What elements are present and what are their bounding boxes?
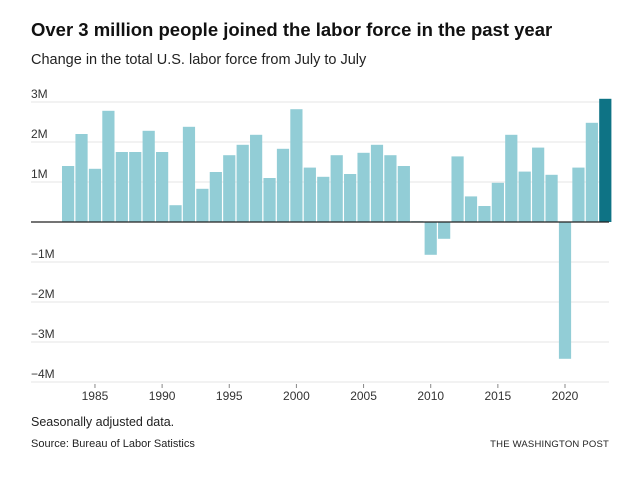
y-tick-label: −1M bbox=[31, 247, 55, 261]
y-axis-labels: 3M 2M 1M −1M −2M −3M −4M bbox=[31, 87, 55, 381]
bar-2008 bbox=[397, 166, 410, 222]
bar-1997 bbox=[250, 134, 263, 222]
x-tick-label: 2010 bbox=[417, 389, 444, 403]
gridlines bbox=[31, 101, 609, 383]
bar-1983 bbox=[62, 166, 75, 222]
bar-2001 bbox=[303, 167, 316, 222]
y-tick-label: −3M bbox=[31, 327, 55, 341]
bar-1990 bbox=[156, 152, 169, 222]
bar-1996 bbox=[236, 144, 249, 222]
y-tick-label: −4M bbox=[31, 367, 55, 381]
footnote: Seasonally adjusted data. bbox=[31, 415, 175, 429]
bar-1999 bbox=[276, 148, 290, 222]
bar-2002 bbox=[317, 176, 330, 222]
bar-2019 bbox=[545, 174, 558, 222]
bar-2003 bbox=[330, 155, 343, 222]
x-tick-label: 2005 bbox=[350, 389, 377, 403]
bar-2006 bbox=[370, 144, 384, 222]
x-tick-label: 1995 bbox=[216, 389, 243, 403]
chart-subtitle: Change in the total U.S. labor force fro… bbox=[31, 52, 367, 68]
bar-2000 bbox=[290, 109, 303, 222]
y-tick-label: 1M bbox=[31, 167, 48, 181]
bar-1995 bbox=[223, 155, 236, 222]
bars bbox=[62, 98, 612, 359]
bar-2012 bbox=[451, 156, 464, 222]
bar-1994 bbox=[209, 172, 222, 222]
y-tick-label: −2M bbox=[31, 287, 55, 301]
bar-1992 bbox=[182, 126, 196, 222]
x-tick-label: 2020 bbox=[552, 389, 579, 403]
x-tick-label: 2000 bbox=[283, 389, 310, 403]
bar-1988 bbox=[129, 152, 142, 222]
publisher-credit: THE WASHINGTON POST bbox=[490, 439, 609, 450]
bar-2004 bbox=[344, 174, 357, 222]
bar-2011 bbox=[438, 222, 451, 239]
bar-2021 bbox=[572, 167, 585, 222]
bar-2016 bbox=[505, 134, 518, 222]
y-tick-label: 2M bbox=[31, 127, 48, 141]
bar-2018 bbox=[532, 147, 545, 222]
y-tick-label: 3M bbox=[31, 87, 48, 101]
x-tick-label: 1990 bbox=[149, 389, 176, 403]
chart-title: Over 3 million people joined the labor f… bbox=[31, 19, 553, 40]
bar-1984 bbox=[75, 134, 88, 222]
bar-2014 bbox=[478, 206, 491, 222]
bar-2017 bbox=[518, 171, 531, 222]
bar-1986 bbox=[102, 110, 115, 222]
bar-2022 bbox=[585, 122, 598, 222]
bar-1989 bbox=[142, 130, 155, 222]
bar-2023 bbox=[599, 98, 612, 222]
x-axis-labels: 1985 1990 1995 2000 2005 2010 2015 2020 bbox=[82, 384, 579, 403]
bar-1993 bbox=[196, 188, 209, 222]
bar-1987 bbox=[115, 152, 128, 222]
bar-1991 bbox=[169, 205, 182, 222]
bar-2015 bbox=[491, 182, 504, 222]
bar-2020 bbox=[558, 222, 572, 359]
x-tick-label: 1985 bbox=[82, 389, 109, 403]
source-line: Source: Bureau of Labor Satistics bbox=[31, 438, 195, 450]
bar-1985 bbox=[88, 168, 102, 222]
bar-2010 bbox=[424, 222, 437, 255]
x-tick-label: 2015 bbox=[485, 389, 512, 403]
bar-2013 bbox=[464, 196, 478, 222]
bar-2005 bbox=[357, 152, 370, 222]
bar-chart: 3M 2M 1M −1M −2M −3M −4M 1985 1990 1995 2000 2005 2… bbox=[31, 87, 612, 403]
bar-1998 bbox=[263, 178, 276, 222]
bar-2007 bbox=[384, 155, 397, 222]
